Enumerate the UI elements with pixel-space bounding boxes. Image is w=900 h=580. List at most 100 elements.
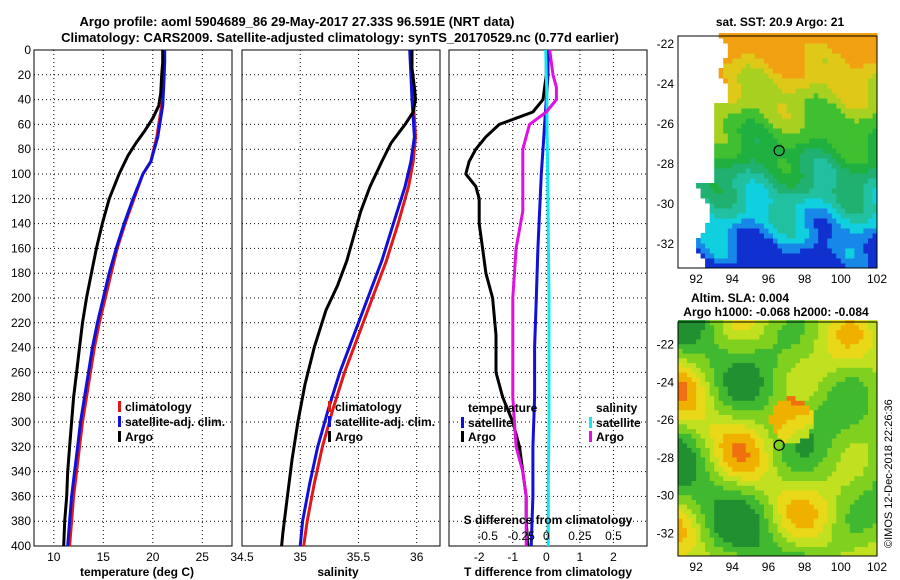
heatmap-cell <box>858 475 864 481</box>
heatmap-cell <box>809 447 815 453</box>
heatmap-cell <box>804 198 810 204</box>
heatmap-cell <box>741 148 747 154</box>
heatmap-cell <box>845 419 851 425</box>
heatmap-cell <box>750 198 756 204</box>
heatmap-cell <box>800 508 806 514</box>
legend-label-satellite-adj: satellite-adj. clim. <box>335 415 435 429</box>
heatmap-cell <box>795 490 801 496</box>
heatmap-cell <box>872 485 878 491</box>
heatmap-cell <box>741 43 747 49</box>
heatmap-cell <box>750 103 756 109</box>
heatmap-cell <box>777 188 783 194</box>
heatmap-cell <box>822 58 828 64</box>
heatmap-cell <box>741 143 747 149</box>
heatmap-cell <box>786 541 792 547</box>
heatmap-cell <box>750 158 756 164</box>
heatmap-cell <box>773 527 778 533</box>
heatmap-cell <box>868 143 873 149</box>
heatmap-cell <box>759 63 765 69</box>
heatmap-cell <box>791 523 797 529</box>
heatmap-cell <box>840 353 846 359</box>
heatmap-cell <box>709 442 715 448</box>
heatmap-cell <box>872 223 878 229</box>
heatmap-cell <box>745 133 751 139</box>
heatmap-cell <box>786 376 792 382</box>
heatmap-cell <box>827 494 833 500</box>
heatmap-cell <box>696 357 702 364</box>
heatmap-cell <box>768 324 774 330</box>
heatmap-cell <box>705 537 711 543</box>
heatmap-cell <box>868 148 873 154</box>
heatmap-cell <box>754 178 760 184</box>
heatmap-cell <box>872 38 878 44</box>
heatmap-cell <box>813 198 819 204</box>
heatmap-cell <box>723 203 729 209</box>
heatmap-cell <box>741 367 747 373</box>
heatmap-cell <box>822 423 828 430</box>
heatmap-cell <box>809 88 815 94</box>
heatmap-cell <box>831 353 837 359</box>
heatmap-cell <box>714 456 720 463</box>
x-tick-label: 25 <box>196 550 210 564</box>
latitude-tick-label: -22 <box>657 338 675 352</box>
heatmap-cell <box>836 527 842 533</box>
heatmap-cell <box>818 329 824 335</box>
heatmap-cell <box>849 419 855 425</box>
heatmap-cell <box>836 532 842 538</box>
heatmap-cell <box>822 343 828 349</box>
depth-tick-label: 260 <box>11 365 31 379</box>
heatmap-cell <box>745 43 751 49</box>
heatmap-cell <box>818 223 824 229</box>
heatmap-cell <box>795 419 801 425</box>
heatmap-cell <box>745 208 751 214</box>
heatmap-cell <box>732 78 738 84</box>
heatmap-cell <box>800 148 806 154</box>
heatmap-cell <box>696 367 702 373</box>
heatmap-cell <box>782 113 787 119</box>
heatmap-cell <box>791 419 797 425</box>
heatmap-cell <box>868 208 873 214</box>
heatmap-cell <box>840 551 846 557</box>
heatmap-cell <box>682 447 688 453</box>
heatmap-cell <box>827 409 833 415</box>
heatmap-cell <box>809 158 815 164</box>
heatmap-cell <box>687 490 692 496</box>
heatmap-cell <box>727 88 733 94</box>
heatmap-cell <box>831 494 837 500</box>
heatmap-cell <box>741 158 747 164</box>
heatmap-cell <box>795 390 801 397</box>
heatmap-cell <box>831 386 837 392</box>
heatmap-cell <box>868 419 873 425</box>
heatmap-cell <box>745 188 751 194</box>
heatmap-cell <box>678 551 683 557</box>
heatmap-cell <box>858 163 864 169</box>
heatmap-cell <box>872 93 878 99</box>
heatmap-cell <box>822 334 828 340</box>
heatmap-cell <box>763 53 769 59</box>
heatmap-cell <box>768 73 774 79</box>
heatmap-cell <box>831 203 837 209</box>
heatmap-cell <box>768 348 774 354</box>
heatmap-cell <box>718 419 724 425</box>
heatmap-cell <box>696 405 702 411</box>
heatmap-cell <box>678 447 683 453</box>
heatmap-cell <box>705 480 711 486</box>
heatmap-cell <box>768 118 774 124</box>
heatmap-cell <box>822 183 828 189</box>
heatmap-cell <box>840 471 846 477</box>
heatmap-cell <box>687 433 692 439</box>
heatmap-cell <box>800 128 806 134</box>
heatmap-cell <box>858 447 864 453</box>
heatmap-cell <box>759 480 765 486</box>
heatmap-cell <box>741 183 747 189</box>
heatmap-cell <box>804 153 810 159</box>
heatmap-cell <box>804 203 810 209</box>
heatmap-cell <box>804 456 810 463</box>
heatmap-cell <box>854 339 860 345</box>
heatmap-cell <box>782 452 787 458</box>
heatmap-cell <box>854 258 860 264</box>
heatmap-cell <box>727 228 733 234</box>
heatmap-cell <box>763 253 769 259</box>
heatmap-cell <box>741 88 747 94</box>
heatmap-cell <box>818 456 824 463</box>
